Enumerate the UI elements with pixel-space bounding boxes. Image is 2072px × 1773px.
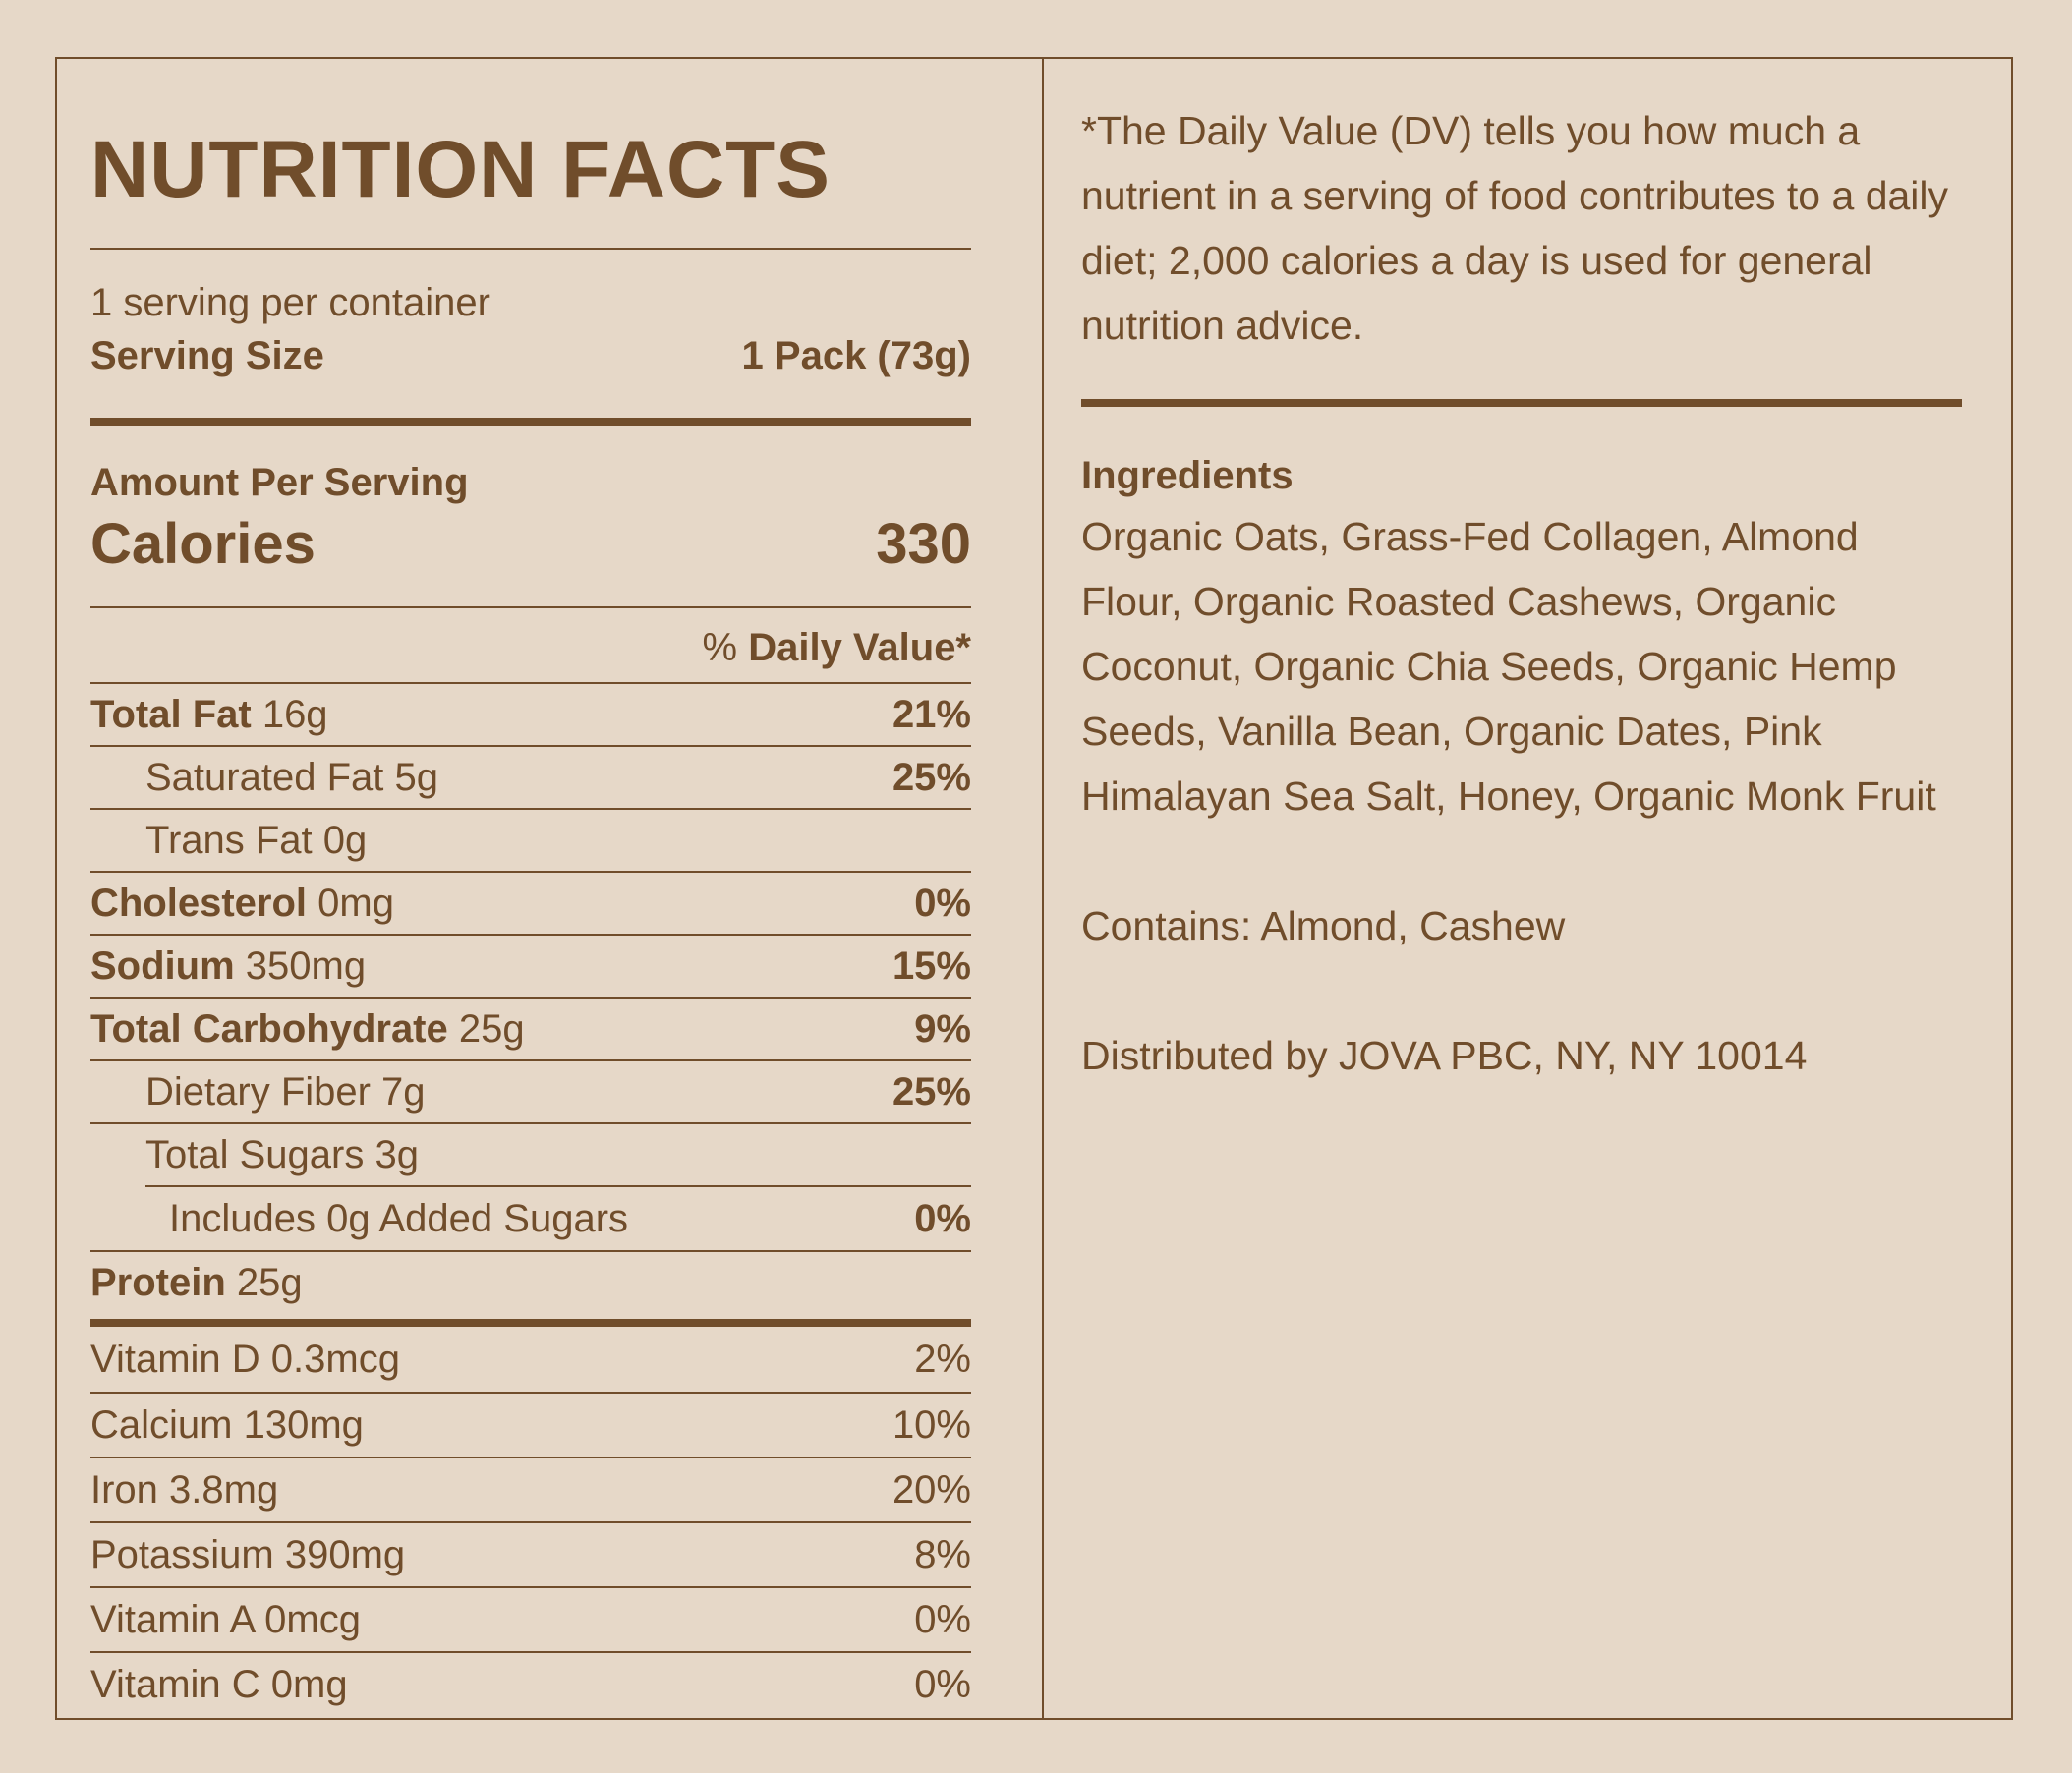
vitamin-dv: 2% — [914, 1337, 971, 1381]
serving-size-label: Serving Size — [90, 334, 324, 377]
nutrient-row-sodium: Sodium 350mg 15% — [90, 934, 971, 997]
serving-size-value: 1 Pack (73g) — [741, 334, 971, 377]
nutrient-name: Saturated Fat 5g — [145, 755, 438, 799]
divider-thick — [90, 418, 971, 426]
nutrient-dv: 25% — [892, 1069, 971, 1114]
nutrient-row-total-sugars: Total Sugars 3g — [90, 1122, 971, 1185]
vitamin-row-iron: Iron 3.8mg 20% — [90, 1457, 971, 1521]
vitamin-name: Vitamin C 0mg — [90, 1662, 348, 1706]
nutrient-row-saturated-fat: Saturated Fat 5g 25% — [90, 745, 971, 808]
nutrient-dv: 0% — [914, 1196, 971, 1240]
vitamin-row-calcium: Calcium 130mg 10% — [90, 1392, 971, 1457]
serving-size-row: Serving Size 1 Pack (73g) — [90, 334, 971, 378]
servings-per-container: 1 serving per container — [90, 281, 490, 324]
vitamin-row-d: Vitamin D 0.3mcg 2% — [90, 1327, 971, 1392]
nutrient-row-trans-fat: Trans Fat 0g — [90, 808, 971, 871]
nutrient-amount: 350mg — [234, 944, 367, 988]
divider — [90, 248, 971, 250]
calories-value: 330 — [876, 512, 971, 576]
divider-thick — [90, 1319, 971, 1327]
allergen-contains: Contains: Almond, Cashew — [1081, 903, 1566, 948]
nutrient-row-added-sugars: Includes 0g Added Sugars 0% — [90, 1187, 971, 1250]
added-sugars-wrap: Includes 0g Added Sugars — [90, 1197, 628, 1241]
vitamin-row-a: Vitamin A 0mcg 0% — [90, 1586, 971, 1651]
vitamin-dv: 0% — [914, 1662, 971, 1706]
nutrient-name: Dietary Fiber 7g — [145, 1069, 426, 1114]
vitamin-dv: 0% — [914, 1597, 971, 1641]
nutrition-facts-title: NUTRITION FACTS — [90, 125, 831, 214]
nutrient-name: Includes 0g Added Sugars — [169, 1196, 629, 1240]
vitamin-row-potassium: Potassium 390mg 8% — [90, 1521, 971, 1586]
vitamin-dv: 10% — [892, 1402, 971, 1447]
nutrient-name: Total Carbohydrate — [90, 1006, 448, 1051]
nutrient-name: Sodium — [90, 944, 235, 988]
daily-value-label: Daily Value* — [748, 626, 971, 669]
nutrient-row-total-carbohydrate: Total Carbohydrate 25g 9% — [90, 997, 971, 1059]
daily-value-prefix: % — [702, 626, 749, 669]
nutrient-amount: 25g — [447, 1006, 525, 1051]
nutrient-name: Cholesterol — [90, 881, 308, 925]
nutrient-dv: 25% — [892, 755, 971, 799]
vitamin-name: Calcium 130mg — [90, 1402, 364, 1447]
vitamin-name: Vitamin A 0mcg — [90, 1597, 361, 1641]
nutrient-name: Total Sugars 3g — [145, 1132, 419, 1176]
ingredients-title: Ingredients — [1081, 454, 1294, 497]
daily-value-header: % Daily Value* — [90, 608, 971, 682]
nutrient-name: Protein — [90, 1260, 226, 1304]
distributor-info: Distributed by JOVA PBC, NY, NY 10014 — [1081, 1033, 1808, 1078]
nutrient-dv: 0% — [914, 881, 971, 925]
nutrient-name: Trans Fat 0g — [145, 818, 368, 862]
nutrient-amount: 25g — [225, 1260, 303, 1304]
nutrient-name: Total Fat — [90, 692, 252, 736]
calories-label: Calories — [90, 512, 316, 576]
nutrient-row-total-fat: Total Fat 16g 21% — [90, 682, 971, 745]
divider — [90, 606, 971, 608]
sub-divider — [145, 1185, 971, 1187]
nutrient-row-protein: Protein 25g — [90, 1250, 971, 1313]
ingredients-list: Organic Oats, Grass-Fed Collagen, Almond… — [1081, 514, 1936, 819]
nutrient-dv: 15% — [892, 944, 971, 988]
nutrition-facts-panel: NUTRITION FACTS 1 serving per container … — [57, 59, 1044, 1718]
divider-thick — [1081, 399, 1962, 407]
vitamin-name: Iron 3.8mg — [90, 1467, 279, 1512]
nutrient-dv: 9% — [914, 1006, 971, 1051]
nutrient-row-dietary-fiber: Dietary Fiber 7g 25% — [90, 1059, 971, 1122]
daily-value-footnote: *The Daily Value (DV) tells you how much… — [1081, 108, 1949, 348]
nutrient-dv: 21% — [892, 692, 971, 736]
nutrient-amount: 0mg — [307, 881, 394, 925]
vitamin-row-c: Vitamin C 0mg 0% — [90, 1651, 971, 1716]
vitamin-dv: 8% — [914, 1532, 971, 1576]
nutrient-row-cholesterol: Cholesterol 0mg 0% — [90, 871, 971, 934]
vitamin-dv: 20% — [892, 1467, 971, 1512]
amount-per-serving: Amount Per Serving — [90, 461, 469, 504]
info-panel: *The Daily Value (DV) tells you how much… — [1044, 59, 2011, 1718]
vitamin-name: Vitamin D 0.3mcg — [90, 1337, 400, 1381]
nutrient-amount: 16g — [251, 692, 328, 736]
calories-row: Calories 330 — [90, 511, 971, 577]
vitamin-name: Potassium 390mg — [90, 1532, 406, 1576]
nutrition-label: NUTRITION FACTS 1 serving per container … — [55, 57, 2013, 1720]
